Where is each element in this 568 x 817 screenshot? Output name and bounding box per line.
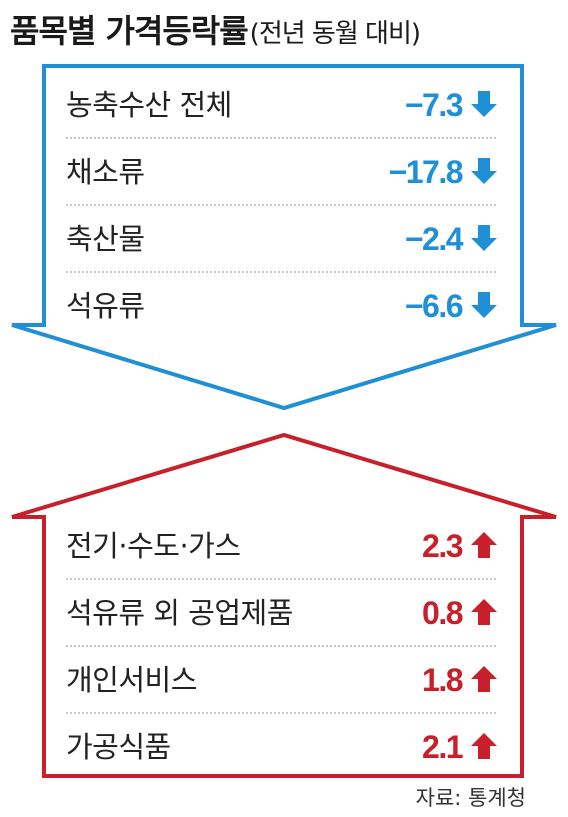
row-value: 2.1 — [422, 729, 463, 765]
table-row: 농축수산 전체 −7.3 — [66, 87, 498, 139]
table-row: 석유류 외 공업제품 0.8 — [66, 595, 498, 647]
table-row: 가공식품 2.1 — [66, 729, 497, 765]
down-arrow-icon — [471, 158, 497, 184]
table-row: 축산물 −2.4 — [66, 221, 498, 273]
table-row: 개인서비스 1.8 — [66, 662, 498, 714]
down-arrow-icon — [471, 225, 497, 251]
table-row: 석유류 −6.6 — [66, 288, 497, 324]
row-value: −6.6 — [405, 288, 463, 324]
row-label: 전기·수도·가스 — [66, 529, 241, 563]
row-label: 채소류 — [66, 155, 145, 189]
down-arrow-icon — [471, 292, 497, 318]
row-value: 1.8 — [422, 662, 463, 698]
increase-arrow-frame — [11, 432, 557, 778]
row-label: 농축수산 전체 — [66, 88, 232, 122]
row-value: −2.4 — [405, 221, 464, 257]
source-note: 자료: 통계청 — [415, 786, 526, 810]
chart-rows: 농축수산 전체 −7.3 채소류 −17.8 축산물 −2.4 석유류 −6.6 전기·수도·가… — [66, 87, 498, 765]
row-value: 2.3 — [422, 528, 463, 564]
row-label: 축산물 — [66, 222, 145, 256]
chart-title: 품목별 가격등락률 — [10, 12, 249, 50]
up-arrow-icon — [471, 532, 497, 558]
table-row: 채소류 −17.8 — [66, 154, 498, 206]
row-value: −7.3 — [405, 87, 463, 123]
up-arrow-icon — [471, 733, 497, 759]
chart-subtitle: (전년 동월 대비) — [249, 19, 421, 49]
row-label: 석유류 외 공업제품 — [66, 596, 293, 630]
up-arrow-icon — [471, 599, 497, 625]
row-label: 개인서비스 — [66, 663, 197, 697]
decrease-arrow-frame — [11, 64, 557, 411]
down-arrow-icon — [471, 91, 497, 117]
table-row: 전기·수도·가스 2.3 — [66, 528, 498, 580]
row-label: 석유류 — [66, 289, 145, 323]
up-arrow-icon — [471, 666, 497, 692]
row-label: 가공식품 — [66, 730, 171, 764]
row-value: −17.8 — [389, 154, 463, 190]
chart-title-block: 품목별 가격등락률(전년 동월 대비) — [10, 6, 421, 52]
row-value: 0.8 — [422, 595, 463, 631]
